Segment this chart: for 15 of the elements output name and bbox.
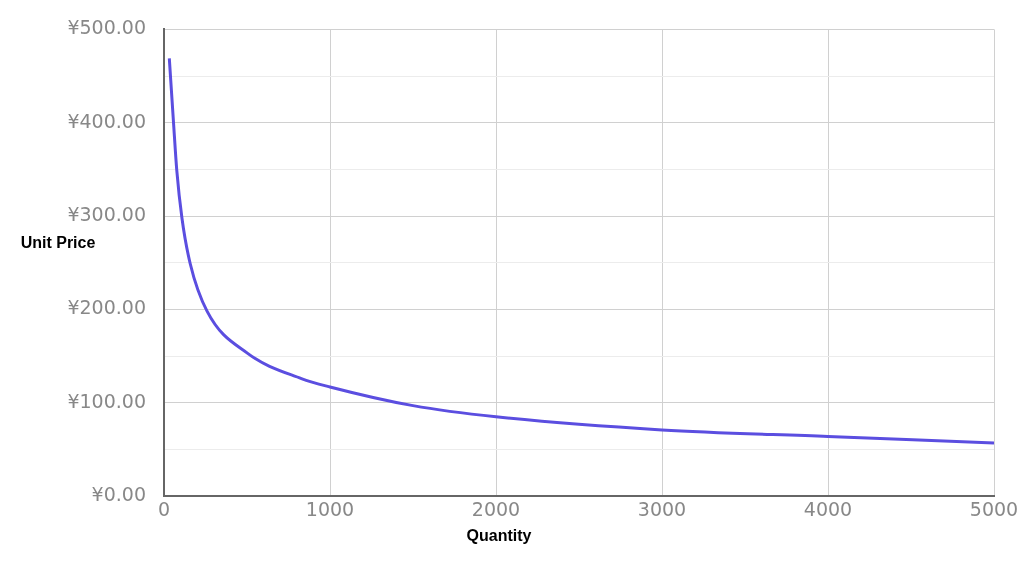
y-axis-title: Unit Price [20, 234, 96, 252]
x-tick-label: 0 [157, 497, 171, 520]
x-tick-label: 4000 [803, 497, 853, 520]
x-tick-label: 2000 [471, 497, 521, 520]
x-tick-label: 5000 [969, 497, 1019, 520]
y-tick-label: ¥200.00 [67, 296, 146, 319]
line-series [167, 56, 994, 445]
x-axis-title: Quantity [466, 527, 532, 545]
y-tick-label: ¥400.00 [67, 109, 146, 132]
x-tick-label: 3000 [637, 497, 687, 520]
x-tick-label: 1000 [305, 497, 355, 520]
y-tick-label: ¥500.00 [67, 16, 146, 39]
y-tick-label: ¥300.00 [67, 203, 146, 226]
y-tick-label: ¥100.00 [67, 389, 146, 412]
y-tick-label: ¥0.00 [91, 483, 146, 506]
